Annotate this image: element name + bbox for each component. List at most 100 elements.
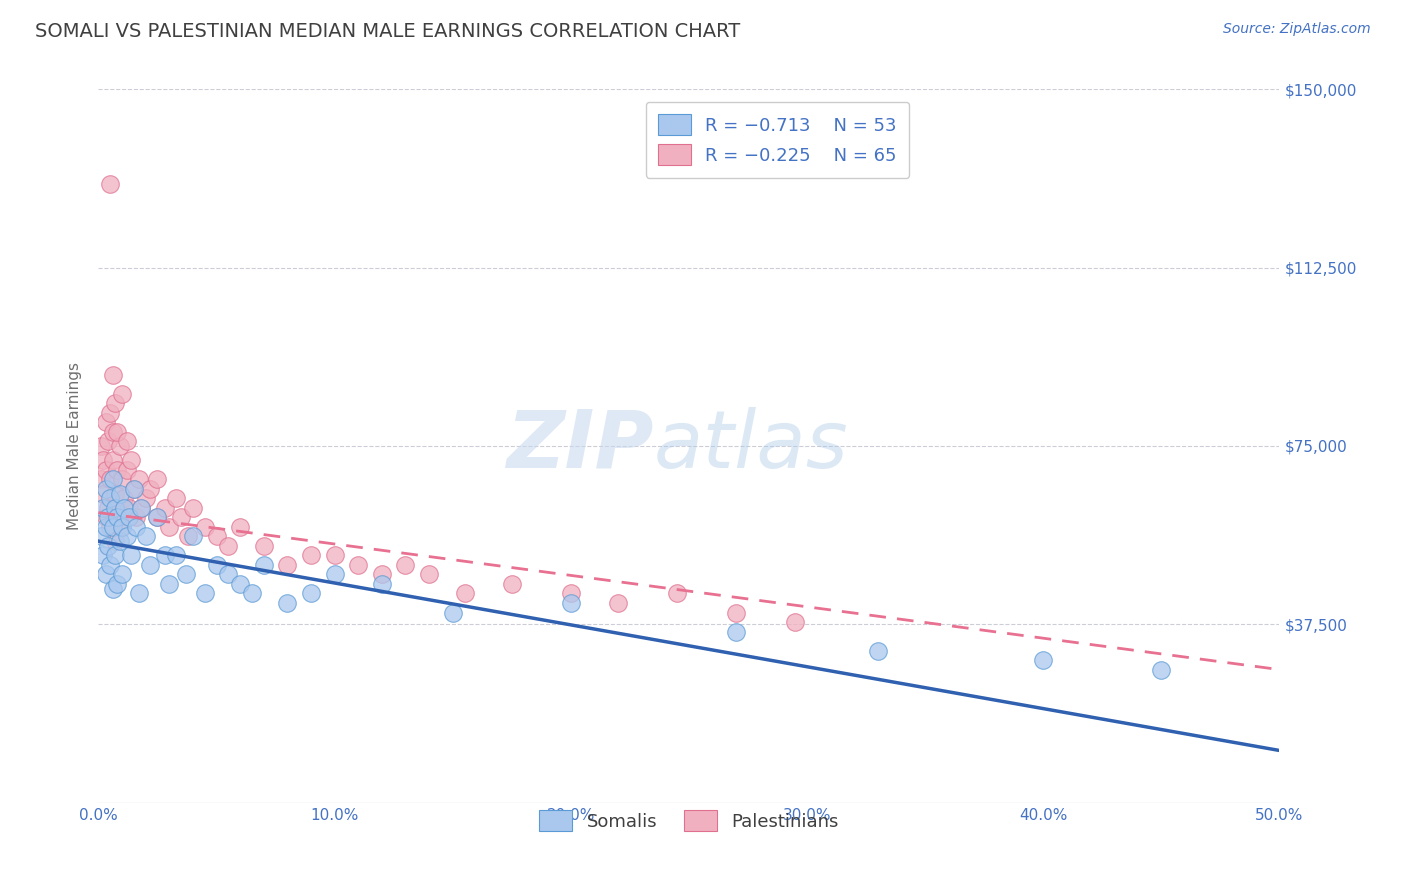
Point [105,500,128,515]
Point [101,520,124,534]
Point [253,558,276,572]
Point [666,586,689,600]
Point [91,453,114,467]
Point [229,520,252,534]
Point [108,486,131,500]
Point [108,534,131,549]
Point [108,510,131,524]
Point [97,500,120,515]
Point [104,534,127,549]
Point [170,510,193,524]
Point [115,529,138,543]
Point [146,510,169,524]
Point [560,586,582,600]
Point [104,500,127,515]
Point [125,510,148,524]
Point [111,567,134,582]
Point [1150,663,1173,677]
Point [121,453,143,467]
Point [560,596,582,610]
Point [101,368,124,382]
Point [104,396,127,410]
Text: SOMALI VS PALESTINIAN MEDIAN MALE EARNINGS CORRELATION CHART: SOMALI VS PALESTINIAN MEDIAN MALE EARNIN… [35,22,741,41]
Point [194,520,217,534]
Point [165,549,187,563]
Point [725,606,748,620]
Point [205,558,228,572]
Point [394,558,416,572]
Point [128,586,150,600]
Point [217,567,239,582]
Point [90,472,112,486]
Point [607,596,630,610]
Point [105,577,128,591]
Text: atlas: atlas [654,407,848,485]
Point [418,567,440,582]
Point [157,520,180,534]
Point [91,549,114,563]
Point [94,415,117,429]
Point [94,520,117,534]
Point [128,472,150,486]
Point [122,482,145,496]
Point [217,539,239,553]
Point [122,482,145,496]
Point [108,439,131,453]
Point [111,520,134,534]
Point [125,520,148,534]
Point [174,567,197,582]
Point [91,486,114,500]
Point [90,439,112,453]
Point [229,577,252,591]
Point [104,486,127,500]
Point [104,549,127,563]
Point [98,520,121,534]
Point [111,472,134,486]
Point [501,577,523,591]
Point [153,500,176,515]
Point [98,491,121,506]
Point [725,624,748,639]
Point [94,567,117,582]
Text: Source: ZipAtlas.com: Source: ZipAtlas.com [1223,22,1371,37]
Point [181,500,204,515]
Point [441,606,464,620]
Point [112,500,135,515]
Point [101,472,124,486]
Point [165,491,187,506]
Point [135,529,157,543]
Point [194,586,217,600]
Point [146,472,169,486]
Point [1032,653,1054,667]
Point [105,510,128,524]
Point [866,643,889,657]
Point [453,586,475,600]
Point [101,425,124,439]
Point [97,539,120,553]
Point [139,482,162,496]
Point [111,386,134,401]
Point [276,558,298,572]
Point [177,529,200,543]
Point [101,582,124,596]
Point [94,510,117,524]
Point [299,549,322,563]
Point [105,425,128,439]
Point [98,406,121,420]
Point [153,549,176,563]
Point [139,558,162,572]
Point [205,529,228,543]
Point [91,500,114,515]
Point [347,558,370,572]
Point [157,577,180,591]
Point [101,453,124,467]
Point [785,615,807,629]
Point [111,520,134,534]
Point [146,510,169,524]
Point [112,491,135,506]
Point [253,539,276,553]
Point [98,558,121,572]
Point [371,577,394,591]
Point [90,529,112,543]
Point [97,434,120,449]
